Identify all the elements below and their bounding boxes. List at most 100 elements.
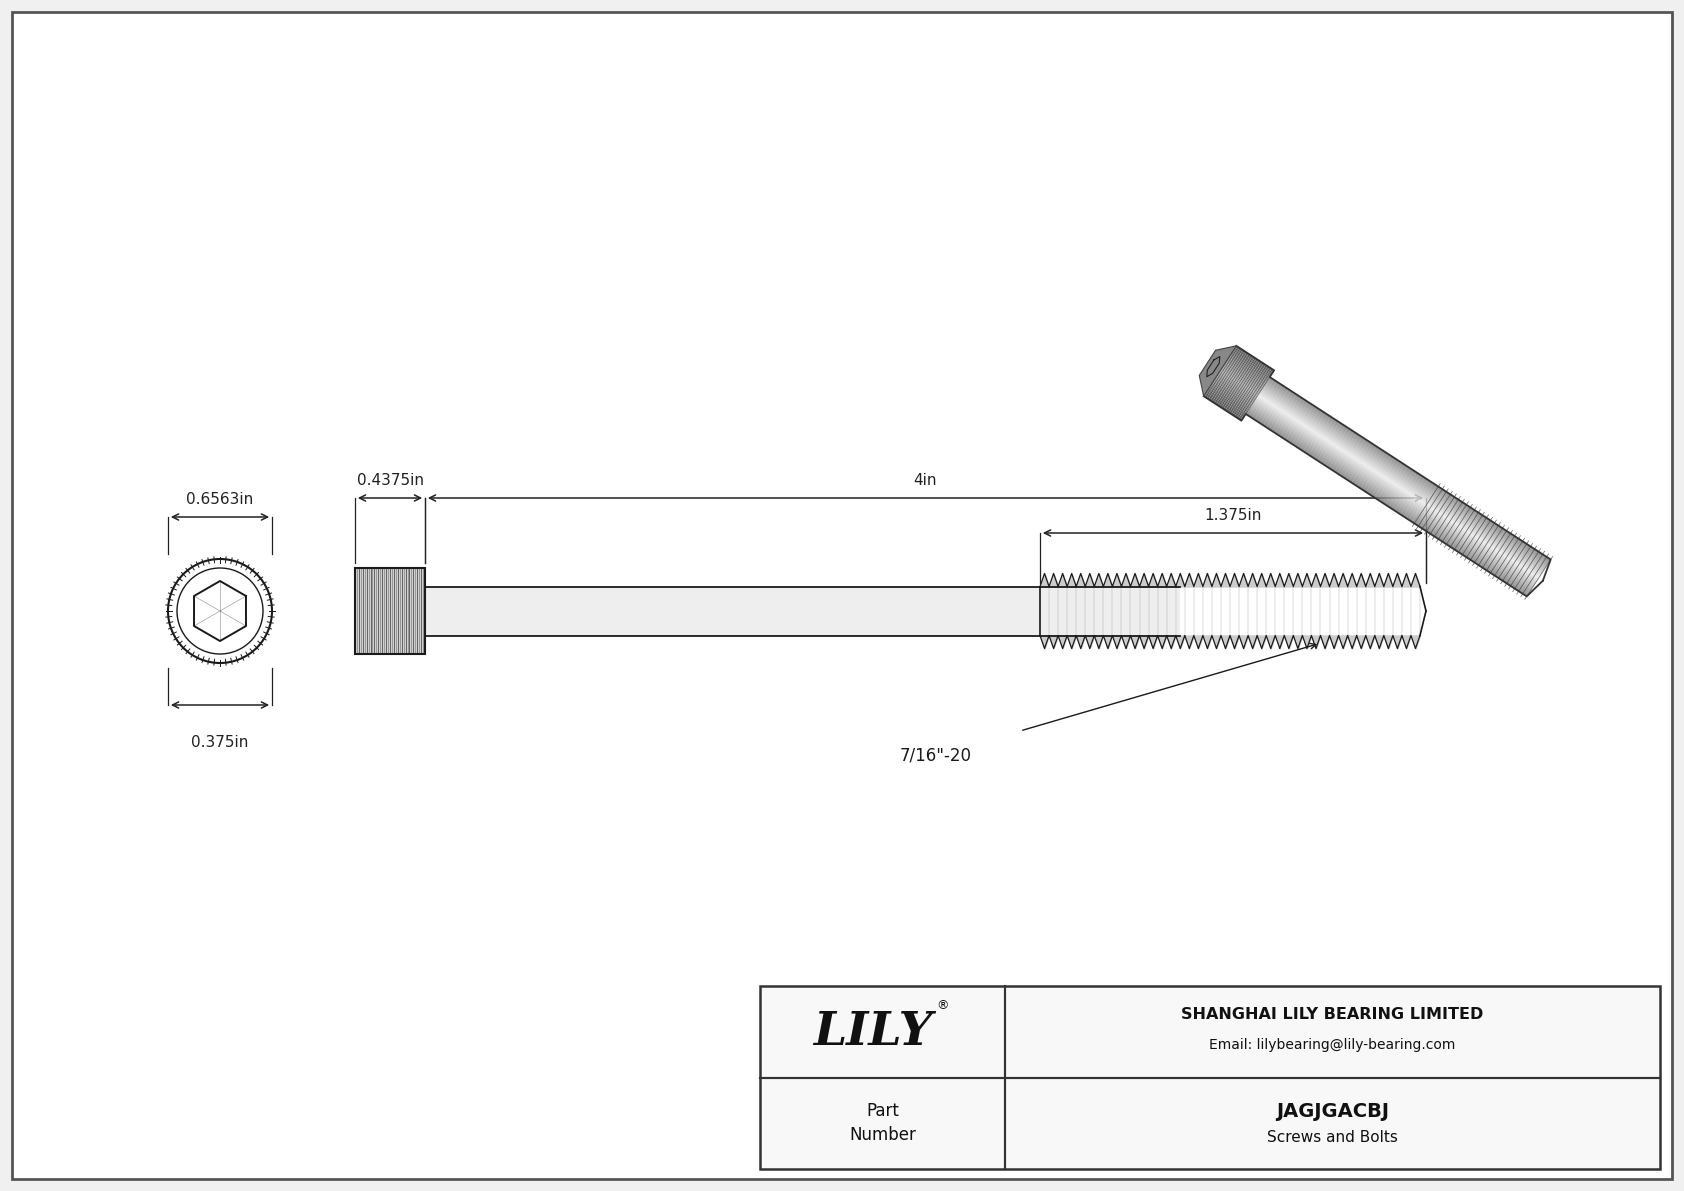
Polygon shape bbox=[1261, 389, 1543, 573]
Polygon shape bbox=[1231, 353, 1270, 379]
Polygon shape bbox=[1251, 406, 1532, 590]
Polygon shape bbox=[1253, 404, 1534, 587]
Polygon shape bbox=[1214, 378, 1253, 404]
Text: Part: Part bbox=[866, 1102, 899, 1121]
Polygon shape bbox=[1268, 379, 1549, 562]
Polygon shape bbox=[1263, 387, 1544, 570]
Polygon shape bbox=[1260, 392, 1541, 575]
Polygon shape bbox=[1211, 382, 1250, 409]
Polygon shape bbox=[1219, 372, 1258, 397]
Polygon shape bbox=[1223, 364, 1261, 391]
Polygon shape bbox=[1266, 382, 1548, 565]
Polygon shape bbox=[1226, 361, 1265, 387]
Text: JAGJGACBJ: JAGJGACBJ bbox=[1276, 1102, 1389, 1121]
Polygon shape bbox=[1250, 406, 1531, 590]
Polygon shape bbox=[1256, 397, 1537, 579]
Polygon shape bbox=[1246, 413, 1527, 596]
Polygon shape bbox=[1255, 401, 1536, 584]
Polygon shape bbox=[1218, 374, 1256, 400]
Polygon shape bbox=[1270, 378, 1551, 560]
Polygon shape bbox=[1255, 399, 1537, 581]
Polygon shape bbox=[1246, 412, 1527, 596]
Polygon shape bbox=[1268, 379, 1549, 561]
Polygon shape bbox=[1248, 409, 1529, 592]
Polygon shape bbox=[1219, 369, 1260, 395]
Text: ®: ® bbox=[936, 999, 948, 1012]
Polygon shape bbox=[1233, 351, 1271, 378]
Polygon shape bbox=[1204, 394, 1243, 420]
Polygon shape bbox=[1206, 391, 1244, 417]
Polygon shape bbox=[1256, 398, 1537, 580]
Polygon shape bbox=[1255, 400, 1536, 584]
Polygon shape bbox=[1248, 411, 1529, 594]
Polygon shape bbox=[1248, 410, 1529, 593]
Polygon shape bbox=[1223, 366, 1261, 392]
Polygon shape bbox=[1214, 380, 1253, 406]
Polygon shape bbox=[1263, 387, 1544, 570]
Text: Number: Number bbox=[849, 1127, 916, 1145]
Polygon shape bbox=[1236, 345, 1275, 372]
Text: LILY: LILY bbox=[813, 1009, 933, 1055]
Bar bbox=[355, 568, 424, 654]
Polygon shape bbox=[1216, 376, 1255, 403]
Polygon shape bbox=[1261, 388, 1544, 572]
Polygon shape bbox=[1265, 384, 1546, 566]
Polygon shape bbox=[1266, 382, 1548, 566]
Polygon shape bbox=[1268, 380, 1549, 562]
Polygon shape bbox=[1261, 391, 1543, 574]
Polygon shape bbox=[1270, 378, 1551, 561]
Text: 1.375in: 1.375in bbox=[1204, 509, 1261, 523]
Polygon shape bbox=[1258, 395, 1539, 578]
Text: 0.6563in: 0.6563in bbox=[187, 492, 254, 507]
Text: Email: lilybearing@lily-bearing.com: Email: lilybearing@lily-bearing.com bbox=[1209, 1037, 1455, 1052]
Polygon shape bbox=[1246, 413, 1527, 597]
Polygon shape bbox=[1204, 393, 1243, 419]
Polygon shape bbox=[1234, 348, 1273, 374]
Polygon shape bbox=[1253, 403, 1534, 585]
Polygon shape bbox=[1228, 357, 1266, 384]
Polygon shape bbox=[1255, 400, 1536, 582]
Polygon shape bbox=[1260, 393, 1541, 576]
Polygon shape bbox=[1256, 398, 1537, 581]
Polygon shape bbox=[1268, 380, 1549, 563]
Text: 0.4375in: 0.4375in bbox=[357, 473, 423, 488]
Polygon shape bbox=[1224, 362, 1263, 388]
Polygon shape bbox=[1250, 407, 1531, 591]
Polygon shape bbox=[1258, 394, 1539, 578]
Polygon shape bbox=[1260, 392, 1541, 575]
Polygon shape bbox=[1260, 391, 1541, 574]
Polygon shape bbox=[1229, 356, 1268, 382]
Polygon shape bbox=[1253, 403, 1534, 586]
Polygon shape bbox=[1212, 381, 1251, 407]
Polygon shape bbox=[1226, 360, 1265, 386]
Polygon shape bbox=[1229, 354, 1268, 380]
Bar bbox=[424, 586, 1180, 636]
Polygon shape bbox=[1265, 385, 1546, 568]
Polygon shape bbox=[1266, 381, 1548, 563]
Bar bbox=[759, 986, 1660, 1170]
Polygon shape bbox=[1263, 386, 1546, 569]
Polygon shape bbox=[1253, 401, 1534, 585]
Text: Screws and Bolts: Screws and Bolts bbox=[1266, 1130, 1398, 1145]
Polygon shape bbox=[1265, 384, 1546, 567]
Text: 4in: 4in bbox=[914, 473, 938, 488]
Polygon shape bbox=[1251, 405, 1532, 588]
Circle shape bbox=[168, 559, 273, 663]
Bar bbox=[355, 568, 424, 654]
Polygon shape bbox=[1258, 394, 1539, 576]
Text: 7/16"-20: 7/16"-20 bbox=[899, 746, 972, 763]
Polygon shape bbox=[1250, 409, 1531, 592]
Polygon shape bbox=[1250, 407, 1531, 591]
Polygon shape bbox=[1256, 397, 1537, 580]
Polygon shape bbox=[1266, 381, 1548, 565]
Polygon shape bbox=[1261, 388, 1543, 572]
Polygon shape bbox=[1211, 385, 1250, 411]
Polygon shape bbox=[1263, 386, 1544, 569]
Polygon shape bbox=[1261, 389, 1543, 573]
Polygon shape bbox=[1248, 410, 1529, 593]
Polygon shape bbox=[1207, 388, 1246, 414]
Polygon shape bbox=[1258, 395, 1539, 579]
Polygon shape bbox=[1221, 368, 1260, 394]
Polygon shape bbox=[1246, 412, 1529, 594]
Polygon shape bbox=[1209, 386, 1248, 412]
